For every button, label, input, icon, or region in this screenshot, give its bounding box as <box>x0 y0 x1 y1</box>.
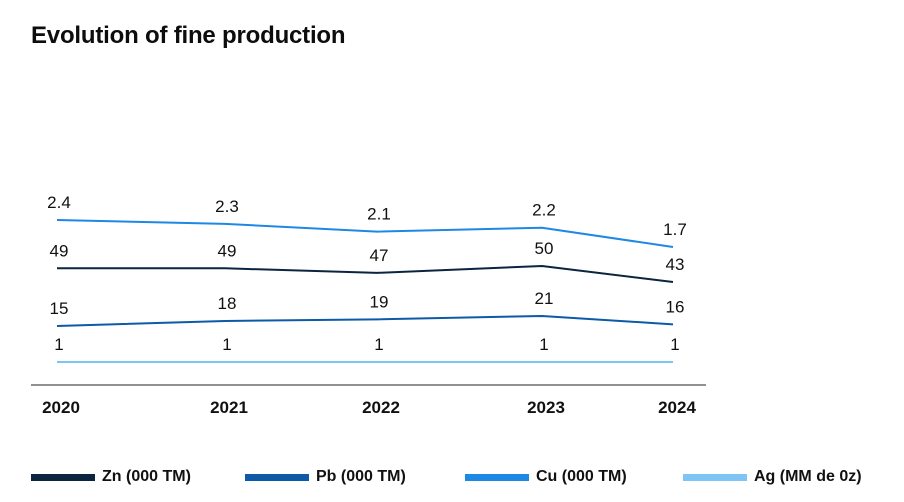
legend-label-pb: Pb (000 TM) <box>316 468 406 485</box>
chart-title: Evolution of fine production <box>31 22 346 49</box>
legend-item-zn: Zn (000 TM) <box>31 468 191 486</box>
data-label-zn: 49 <box>218 241 237 260</box>
legend-swatch-ag <box>683 473 747 481</box>
data-label-zn: 49 <box>50 241 69 260</box>
legend-label-zn: Zn (000 TM) <box>102 468 191 485</box>
data-label-ag: 1 <box>222 335 231 354</box>
data-label-pb: 18 <box>218 294 237 313</box>
legend-item-cu: Cu (000 TM) <box>465 468 627 486</box>
series-line-zn <box>57 265 674 283</box>
series-line-pb <box>56 315 674 327</box>
data-label-pb: 15 <box>50 299 69 318</box>
data-label-zn: 50 <box>535 239 554 258</box>
data-label-cu: 2.3 <box>215 197 239 216</box>
data-label-ag: 1 <box>539 335 548 354</box>
legend-swatch-pb <box>245 473 309 481</box>
data-label-cu: 2.4 <box>47 193 71 212</box>
data-label-cu: 1.7 <box>663 220 687 239</box>
legend-label-cu: Cu (000 TM) <box>536 468 627 485</box>
data-label-ag: 1 <box>54 335 63 354</box>
data-label-ag: 1 <box>670 335 679 354</box>
data-label-zn: 43 <box>666 255 685 274</box>
legend-label-ag: Ag (MM de 0z) <box>754 468 862 485</box>
x-tick-label: 2024 <box>658 398 696 417</box>
series-line-cu <box>56 219 674 248</box>
legend-swatch-zn <box>31 473 95 481</box>
x-tick-label: 2022 <box>362 398 400 417</box>
x-tick-label: 2023 <box>527 398 565 417</box>
data-label-ag: 1 <box>374 335 383 354</box>
data-label-pb: 16 <box>666 297 685 316</box>
legend-item-ag: Ag (MM de 0z) <box>683 468 862 486</box>
x-tick-label: 2020 <box>42 398 80 417</box>
data-label-pb: 19 <box>370 292 389 311</box>
data-label-cu: 2.1 <box>367 205 391 224</box>
x-tick-label: 2021 <box>210 398 248 417</box>
legend-swatch-cu <box>465 473 529 481</box>
data-label-zn: 47 <box>370 246 389 265</box>
data-label-pb: 21 <box>535 289 554 308</box>
chart-legend: Zn (000 TM) Pb (000 TM) Cu (000 TM) Ag (… <box>0 468 904 494</box>
legend-item-pb: Pb (000 TM) <box>245 468 406 486</box>
data-label-cu: 2.2 <box>532 201 556 220</box>
